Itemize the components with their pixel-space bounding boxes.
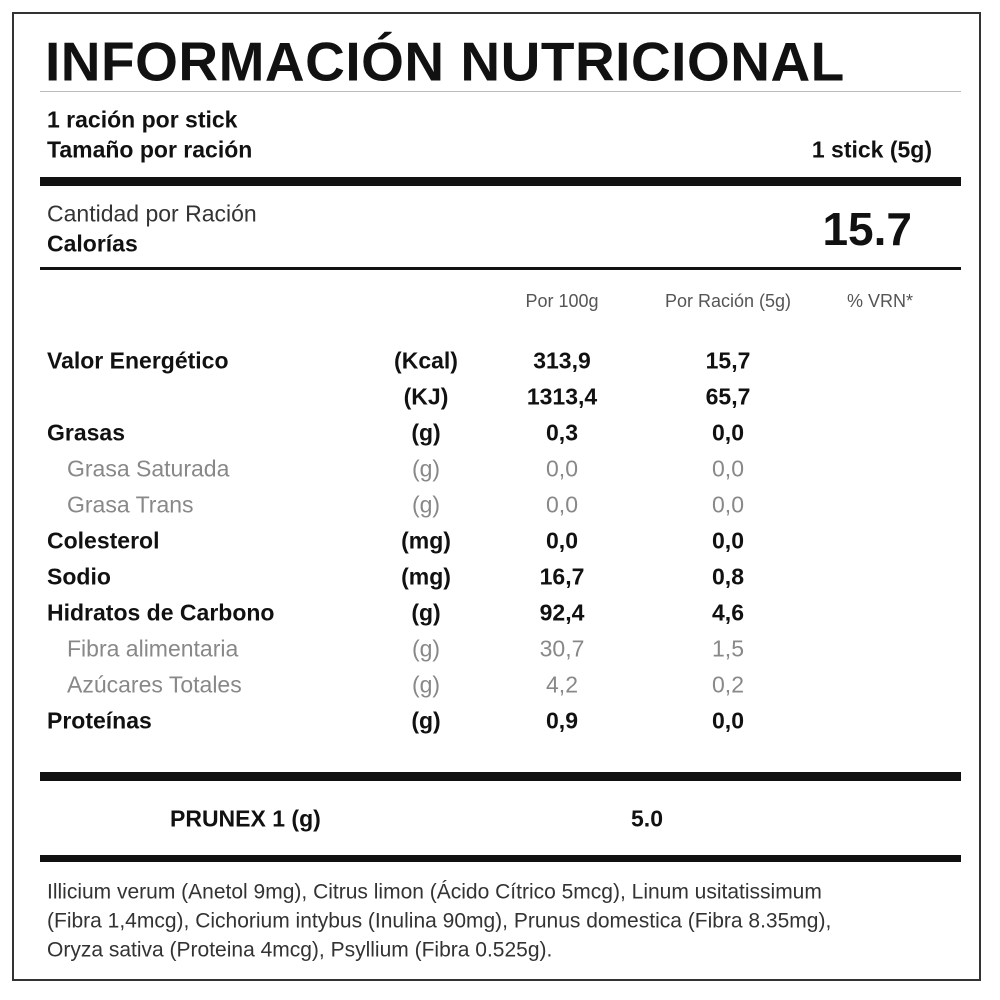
frame xyxy=(12,12,981,981)
per-serving: 0,0 xyxy=(712,527,744,554)
unit: (g) xyxy=(411,491,441,518)
per-100g: 30,7 xyxy=(539,635,585,662)
per-serving: 1,5 xyxy=(712,635,744,662)
divider xyxy=(40,855,961,862)
serving-size-label: Tamaño por ración xyxy=(47,136,253,163)
per-serving: 65,7 xyxy=(705,383,751,410)
per-100g: 0,0 xyxy=(546,527,578,554)
per-serving: 4,6 xyxy=(712,599,744,626)
nutrient-name: Proteínas xyxy=(47,707,152,734)
per-serving: 0,2 xyxy=(712,671,744,698)
unit: (g) xyxy=(411,707,441,734)
column-header: Por 100g xyxy=(525,291,599,311)
divider xyxy=(40,772,961,781)
per-100g: 313,9 xyxy=(533,347,591,374)
unit: (g) xyxy=(411,671,441,698)
calories-label: Calorías xyxy=(47,230,138,257)
per-100g: 0,9 xyxy=(546,707,578,734)
calories-value: 15.7 xyxy=(822,203,912,255)
nutrient-name: Grasa Trans xyxy=(67,491,194,518)
unit: (mg) xyxy=(401,563,451,590)
nutrient-name: Hidratos de Carbono xyxy=(47,599,275,626)
divider xyxy=(40,91,961,92)
unit: (KJ) xyxy=(403,383,449,410)
per-serving: 0,0 xyxy=(712,419,744,446)
extra-value: 5.0 xyxy=(631,805,663,832)
per-serving: 0,0 xyxy=(712,455,744,482)
nutrient-name: Colesterol xyxy=(47,527,160,554)
column-header: % VRN* xyxy=(846,291,914,311)
unit: (g) xyxy=(411,599,441,626)
per-serving: 0,0 xyxy=(712,707,744,734)
amount-label: Cantidad por Ración xyxy=(47,200,257,227)
serving-size-value: 1 stick (5g) xyxy=(811,136,932,163)
ingredients-line: Illicium verum (Anetol 9mg), Citrus limo… xyxy=(47,880,822,904)
nutrient-name: Azúcares Totales xyxy=(67,671,242,698)
per-serving: 15,7 xyxy=(705,347,751,374)
per-serving: 0,8 xyxy=(712,563,744,590)
ingredients-line: (Fibra 1,4mcg), Cichorium intybus (Inuli… xyxy=(47,909,832,933)
per-serving: 0,0 xyxy=(712,491,744,518)
ingredients-line: Oryza sativa (Proteina 4mcg), Psyllium (… xyxy=(47,938,553,962)
per-100g: 16,7 xyxy=(539,563,585,590)
serving-line: 1 ración por stick xyxy=(47,106,238,133)
extra-name: PRUNEX 1 (g) xyxy=(170,805,321,832)
unit: (g) xyxy=(411,419,441,446)
unit: (g) xyxy=(411,455,441,482)
title: INFORMACIÓN NUTRICIONAL xyxy=(45,30,845,93)
unit: (mg) xyxy=(401,527,451,554)
per-100g: 0,3 xyxy=(546,419,578,446)
divider xyxy=(40,177,961,186)
nutrient-name: Valor Energético xyxy=(47,347,229,374)
per-100g: 0,0 xyxy=(546,491,578,518)
nutrient-name: Grasas xyxy=(47,419,126,446)
unit: (g) xyxy=(411,635,441,662)
per-100g: 1313,4 xyxy=(526,383,598,410)
nutrient-name: Grasa Saturada xyxy=(67,455,230,482)
nutrient-name: Fibra alimentaria xyxy=(67,635,239,662)
divider xyxy=(40,267,961,270)
unit: (Kcal) xyxy=(394,347,458,374)
column-header: Por Ración (5g) xyxy=(664,291,792,311)
per-100g: 4,2 xyxy=(546,671,578,698)
nutrient-name: Sodio xyxy=(47,563,111,590)
per-100g: 0,0 xyxy=(546,455,578,482)
per-100g: 92,4 xyxy=(539,599,585,626)
